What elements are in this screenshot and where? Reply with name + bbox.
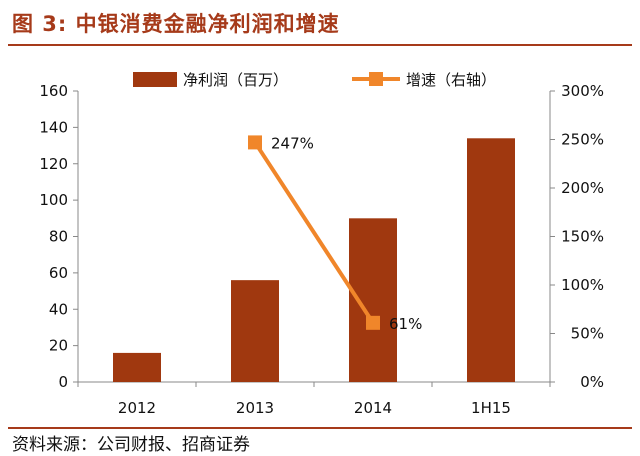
bar bbox=[231, 280, 279, 382]
left-tick-label: 120 bbox=[39, 155, 68, 173]
left-tick-label: 40 bbox=[49, 300, 68, 318]
bar bbox=[113, 352, 161, 382]
x-tick-label: 1H15 bbox=[471, 399, 511, 417]
source-rule bbox=[8, 427, 632, 429]
growth-line bbox=[253, 141, 375, 324]
right-tick-label: 300% bbox=[561, 82, 604, 100]
x-tick-label: 2012 bbox=[118, 399, 156, 417]
right-tick-label: 100% bbox=[561, 276, 604, 294]
right-tick-label: 0% bbox=[580, 373, 604, 391]
title-rule bbox=[8, 44, 632, 46]
bar-series bbox=[113, 138, 515, 382]
growth-marker bbox=[248, 135, 262, 150]
x-tick-label: 2014 bbox=[354, 399, 392, 417]
legend: 净利润（百万） 增速（右轴） bbox=[133, 71, 496, 89]
growth-data-label: 61% bbox=[389, 315, 422, 333]
right-tick-label: 250% bbox=[561, 131, 604, 149]
legend-marker-growth bbox=[369, 72, 383, 86]
legend-swatch-net-profit bbox=[133, 72, 177, 87]
left-tick-label: 160 bbox=[39, 82, 68, 100]
right-tick-label: 50% bbox=[571, 325, 604, 343]
left-tick-label: 140 bbox=[39, 118, 68, 136]
right-tick-label: 150% bbox=[561, 228, 604, 246]
x-tick-label: 2013 bbox=[236, 399, 274, 417]
bar bbox=[467, 138, 515, 382]
left-tick-label: 20 bbox=[49, 337, 68, 355]
left-tick-label: 0 bbox=[58, 373, 68, 391]
left-tick-label: 100 bbox=[39, 191, 68, 209]
figure-title: 图 3: 中银消费金融净利润和增速 bbox=[12, 12, 340, 36]
source-note: 资料来源：公司财报、招商证券 bbox=[12, 435, 250, 455]
right-tick-label: 200% bbox=[561, 179, 604, 197]
growth-data-label: 247% bbox=[271, 134, 314, 152]
left-tick-label: 60 bbox=[49, 264, 68, 282]
left-tick-label: 80 bbox=[49, 228, 68, 246]
chart: 净利润（百万） 增速（右轴） 0 20 40 60 80 100 120 140 160 0% 50… bbox=[39, 71, 604, 417]
axes: 0 20 40 60 80 100 120 140 160 0% 50% 100% 150% 200% 25… bbox=[39, 82, 604, 417]
legend-label-net-profit: 净利润（百万） bbox=[183, 71, 288, 89]
legend-label-growth: 增速（右轴） bbox=[406, 71, 496, 89]
growth-marker bbox=[366, 315, 380, 330]
growth-series: 247% 61% bbox=[248, 134, 422, 333]
